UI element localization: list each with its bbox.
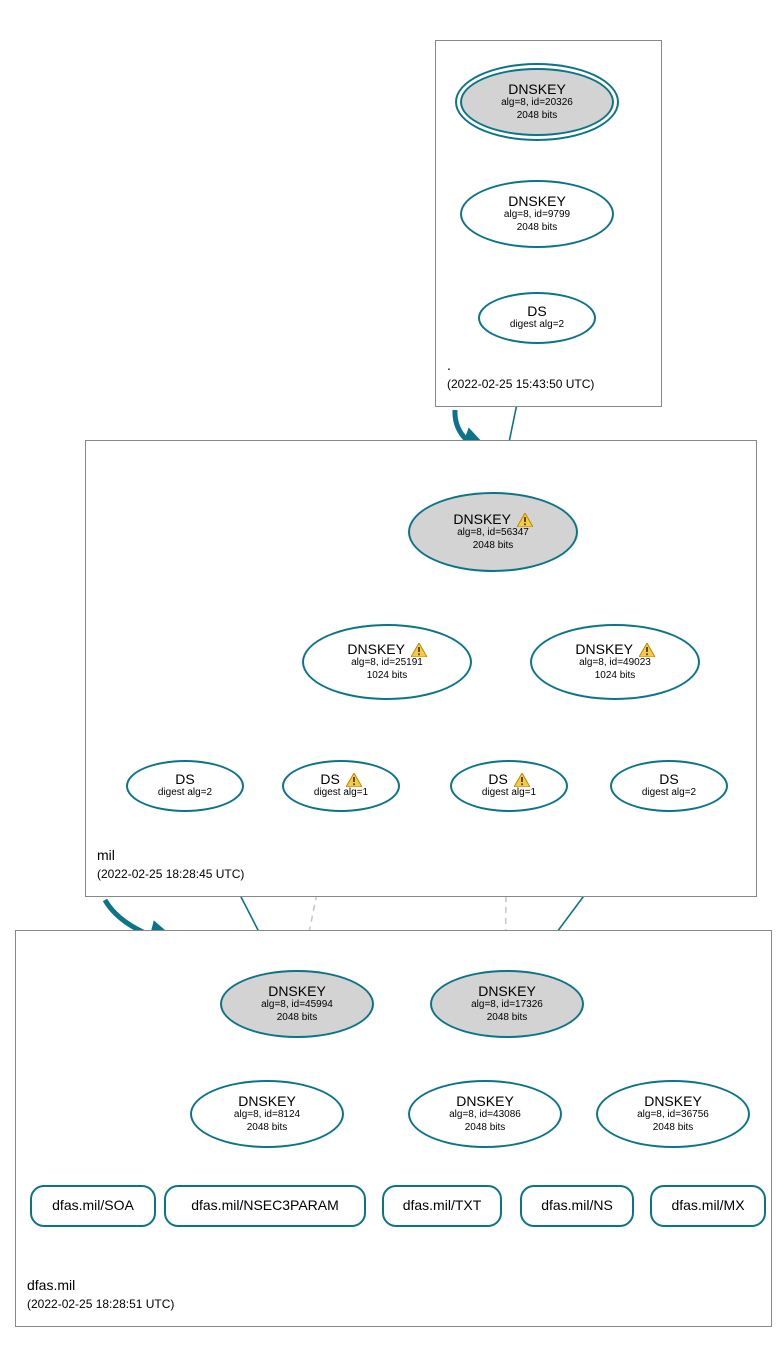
node-title-text: DNSKEY — [478, 983, 536, 999]
node-title: DNSKEY — [456, 1094, 514, 1109]
node-title-text: DNSKEY — [508, 193, 566, 209]
node-subtitle-1: alg=8, id=20326 — [501, 97, 573, 110]
node-title: dfas.mil/NSEC3PARAM — [191, 1198, 339, 1213]
warning-icon — [411, 643, 427, 657]
node-root-ksk: DNSKEYalg=8, id=203262048 bits — [460, 68, 614, 136]
node-subtitle-2: 2048 bits — [247, 1122, 288, 1135]
node-rr-nsec3: dfas.mil/NSEC3PARAM — [164, 1185, 366, 1227]
node-title-text: DS — [320, 771, 339, 787]
node-title-text: DS — [175, 771, 194, 787]
node-title-text: DS — [659, 771, 678, 787]
warning-icon — [346, 773, 362, 787]
node-subtitle-1: alg=8, id=17326 — [471, 999, 543, 1012]
zone-timestamp-root: (2022-02-25 15:43:50 UTC) — [447, 377, 594, 391]
node-title-text: DS — [488, 771, 507, 787]
node-title-text: dfas.mil/MX — [671, 1197, 744, 1213]
node-subtitle-1: alg=8, id=36756 — [637, 1109, 709, 1122]
zone-label-dfas: dfas.mil — [27, 1277, 75, 1293]
node-title-text: DNSKEY — [453, 511, 510, 527]
node-mil-ds2: DS digest alg=1 — [282, 760, 400, 812]
node-title: DS — [488, 772, 529, 787]
node-title: DS — [659, 772, 678, 787]
node-title-text: DNSKEY — [508, 81, 566, 97]
node-subtitle-2: 2048 bits — [517, 222, 558, 235]
zone-timestamp-dfas: (2022-02-25 18:28:51 UTC) — [27, 1297, 174, 1311]
node-title: DNSKEY — [508, 82, 566, 97]
warning-icon — [517, 513, 533, 527]
node-title-text: DNSKEY — [238, 1093, 296, 1109]
node-subtitle-1: alg=8, id=45994 — [261, 999, 333, 1012]
node-title: dfas.mil/NS — [541, 1198, 613, 1213]
node-subtitle-2: 2048 bits — [277, 1012, 318, 1025]
node-rr-txt: dfas.mil/TXT — [382, 1185, 502, 1227]
node-subtitle-2: 1024 bits — [367, 670, 408, 683]
node-title-text: DNSKEY — [268, 983, 326, 999]
node-rr-soa: dfas.mil/SOA — [30, 1185, 156, 1227]
node-root-zsk: DNSKEYalg=8, id=97992048 bits — [460, 180, 614, 248]
node-dfas-ksk2: DNSKEYalg=8, id=173262048 bits — [430, 970, 584, 1038]
warning-icon — [639, 643, 655, 657]
node-dfas-ksk1: DNSKEYalg=8, id=459942048 bits — [220, 970, 374, 1038]
node-mil-ds3: DS digest alg=1 — [450, 760, 568, 812]
zone-timestamp-mil: (2022-02-25 18:28:45 UTC) — [97, 867, 244, 881]
node-title: DNSKEY — [347, 642, 426, 657]
node-title: DNSKEY — [575, 642, 654, 657]
node-title: DNSKEY — [453, 512, 532, 527]
node-subtitle-2: 2048 bits — [465, 1122, 506, 1135]
node-mil-zsk1: DNSKEY alg=8, id=251911024 bits — [302, 624, 472, 700]
node-subtitle-2: 2048 bits — [473, 540, 514, 553]
node-title-text: DS — [527, 303, 546, 319]
node-root-ds: DSdigest alg=2 — [478, 292, 596, 344]
node-title: DNSKEY — [508, 194, 566, 209]
node-title-text: DNSKEY — [575, 641, 632, 657]
zone-label-root: . — [447, 357, 451, 373]
node-title: dfas.mil/SOA — [52, 1198, 134, 1213]
node-subtitle-1: alg=8, id=9799 — [504, 209, 570, 222]
warning-icon — [514, 773, 530, 787]
node-subtitle-1: alg=8, id=8124 — [234, 1109, 300, 1122]
node-title-text: DNSKEY — [644, 1093, 702, 1109]
node-title: DS — [527, 304, 546, 319]
node-subtitle-1: alg=8, id=43086 — [449, 1109, 521, 1122]
node-title: dfas.mil/TXT — [403, 1198, 482, 1213]
node-title: DNSKEY — [478, 984, 536, 999]
node-title: DNSKEY — [268, 984, 326, 999]
node-dfas-zsk3: DNSKEYalg=8, id=367562048 bits — [596, 1080, 750, 1148]
zone-label-mil: mil — [97, 847, 115, 863]
node-mil-zsk2: DNSKEY alg=8, id=490231024 bits — [530, 624, 700, 700]
node-subtitle-1: alg=8, id=56347 — [457, 527, 529, 540]
node-rr-mx: dfas.mil/MX — [650, 1185, 766, 1227]
node-subtitle-1: digest alg=1 — [314, 787, 368, 800]
node-title-text: dfas.mil/NSEC3PARAM — [191, 1197, 339, 1213]
node-subtitle-1: digest alg=2 — [158, 787, 212, 800]
node-title-text: dfas.mil/SOA — [52, 1197, 134, 1213]
node-dfas-zsk1: DNSKEYalg=8, id=81242048 bits — [190, 1080, 344, 1148]
node-title-text: DNSKEY — [347, 641, 404, 657]
node-dfas-zsk2: DNSKEYalg=8, id=430862048 bits — [408, 1080, 562, 1148]
node-mil-ds1: DSdigest alg=2 — [126, 760, 244, 812]
node-subtitle-1: digest alg=2 — [510, 319, 564, 332]
node-title-text: DNSKEY — [456, 1093, 514, 1109]
node-subtitle-2: 2048 bits — [487, 1012, 528, 1025]
node-title: DNSKEY — [238, 1094, 296, 1109]
node-title: DS — [320, 772, 361, 787]
node-subtitle-1: digest alg=2 — [642, 787, 696, 800]
node-title-text: dfas.mil/TXT — [403, 1197, 482, 1213]
node-subtitle-1: alg=8, id=49023 — [579, 657, 651, 670]
node-subtitle-2: 2048 bits — [653, 1122, 694, 1135]
node-title: DS — [175, 772, 194, 787]
node-subtitle-1: alg=8, id=25191 — [351, 657, 423, 670]
node-title: dfas.mil/MX — [671, 1198, 744, 1213]
node-subtitle-2: 1024 bits — [595, 670, 636, 683]
node-subtitle-2: 2048 bits — [517, 110, 558, 123]
node-mil-ksk: DNSKEY alg=8, id=563472048 bits — [408, 492, 578, 572]
node-title-text: dfas.mil/NS — [541, 1197, 613, 1213]
node-rr-ns: dfas.mil/NS — [520, 1185, 634, 1227]
node-mil-ds4: DSdigest alg=2 — [610, 760, 728, 812]
node-title: DNSKEY — [644, 1094, 702, 1109]
node-subtitle-1: digest alg=1 — [482, 787, 536, 800]
